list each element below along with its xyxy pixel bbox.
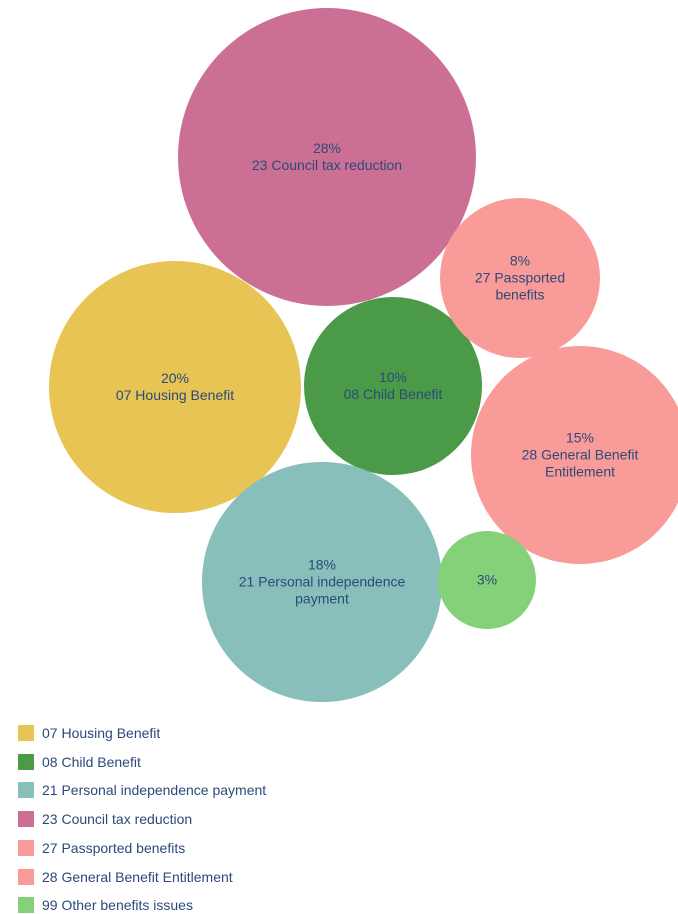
legend-label: 08 Child Benefit (42, 753, 141, 770)
category-label: 27 Passported benefits (474, 269, 566, 303)
bubble-label: 18% 21 Personal independence payment (235, 557, 408, 608)
category-label: 28 General Benefit Entitlement (521, 446, 639, 480)
legend-label: 07 Housing Benefit (42, 725, 161, 741)
legend-swatch (18, 868, 34, 885)
value-label: 8% (509, 252, 531, 269)
value-label: 10% (378, 369, 408, 385)
bubble-label: 28% 23 Council tax reduction (219, 140, 435, 174)
bubble (202, 462, 442, 702)
legend-label: 99 Other benefits issues (42, 897, 193, 914)
legend-item: 08 Child Benefit (18, 753, 141, 771)
bubble (438, 531, 536, 629)
value-label: 3% (476, 571, 498, 588)
legend-swatch (18, 811, 34, 828)
value-label: 20% (160, 370, 190, 386)
legend-item: 23 Council tax reduction (18, 810, 192, 828)
bubble-label: 8% 27 Passported benefits (462, 253, 578, 304)
legend-item: 27 Passported benefits (18, 839, 185, 857)
legend-item: 28 General Benefit Entitlement (18, 868, 233, 886)
bubble-label: 3% (452, 572, 523, 589)
legend-label: 23 Council tax reduction (42, 811, 193, 828)
bubble (470, 345, 678, 565)
bubble-label: 15% 28 General Benefit Entitlement (501, 430, 659, 481)
value-label: 15% (565, 429, 595, 446)
legend-swatch (18, 897, 34, 914)
legend-swatch (18, 725, 34, 741)
legend-item: 21 Personal independence payment (18, 781, 266, 799)
legend-swatch (18, 753, 34, 770)
legend-label: 27 Passported benefits (42, 839, 186, 856)
bubble-label: 20% 07 Housing Benefit (84, 370, 267, 404)
bubble-label: 10% 08 Child Benefit (328, 369, 457, 403)
value-label: 28% (312, 140, 342, 156)
legend-swatch (18, 782, 34, 799)
category-label: 08 Child Benefit (343, 386, 443, 402)
category-label: 21 Personal independence payment (238, 573, 406, 607)
legend-swatch (18, 839, 34, 856)
bubble (303, 296, 483, 476)
legend-item: 99 Other benefits issues (18, 896, 193, 914)
legend-label: 21 Personal independence payment (42, 782, 267, 799)
category-label: 23 Council tax reduction (251, 157, 403, 173)
value-label: 18% (307, 556, 337, 573)
legend-item: 07 Housing Benefit (18, 724, 160, 742)
bubble (48, 260, 302, 514)
bubble (177, 7, 477, 307)
bubble (440, 198, 600, 358)
legend-label: 28 General Benefit Entitlement (42, 868, 233, 885)
category-label: 07 Housing Benefit (115, 387, 235, 403)
